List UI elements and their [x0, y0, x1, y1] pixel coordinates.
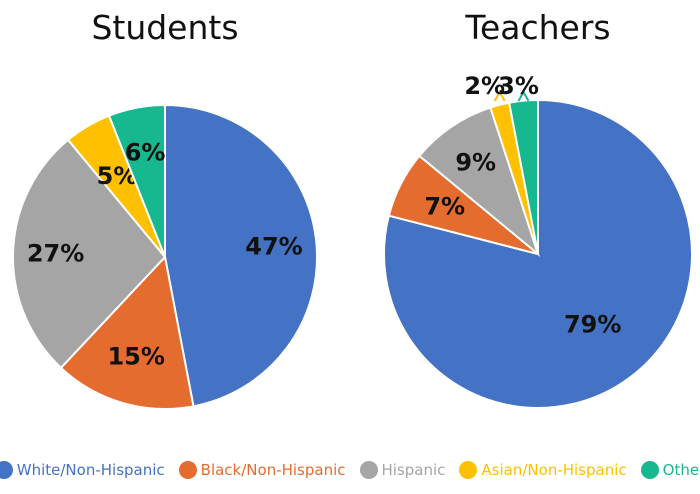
- students-slice-hispanic[interactable]: [12, 138, 167, 370]
- legend: White/Non-Hispanic Black/Non-Hispanic Hi…: [0, 459, 700, 481]
- students-label-hispanic: 27%: [27, 240, 84, 268]
- students-slice-other[interactable]: [107, 103, 166, 258]
- legend-item-asian[interactable]: Asian/Non-Hispanic: [459, 461, 627, 479]
- legend-item-white[interactable]: White/Non-Hispanic: [0, 461, 165, 479]
- legend-swatch-asian: [459, 461, 478, 479]
- legend-label-white: White/Non-Hispanic: [16, 461, 165, 479]
- students-pie: 47%15%27%5%6%: [12, 103, 318, 410]
- legend-label-black: Black/Non-Hispanic: [200, 461, 346, 479]
- teachers-label-hispanic: 9%: [455, 148, 496, 176]
- teachers-pie: 79% 7% 9% 2%3%: [383, 72, 693, 409]
- legend-item-other[interactable]: Other: [640, 461, 700, 479]
- teachers-callout-other: [517, 89, 530, 102]
- teachers-callout-asian: [493, 89, 506, 102]
- students-pie-title: Students: [91, 8, 238, 47]
- students-slice-white[interactable]: [164, 103, 318, 408]
- legend-swatch-other: [640, 461, 659, 479]
- students-label-other: 6%: [125, 139, 166, 167]
- teachers-slice-white[interactable]: [383, 98, 693, 409]
- teachers-label-asian: 2%: [464, 72, 505, 100]
- teachers-slice-hispanic[interactable]: [417, 106, 541, 257]
- legend-item-black[interactable]: Black/Non-Hispanic: [178, 461, 346, 479]
- teachers-label-white: 79%: [564, 311, 621, 339]
- legend-label-other: Other: [662, 461, 700, 479]
- students-slice-black[interactable]: [59, 254, 195, 410]
- teachers-label-other: 3%: [498, 72, 539, 100]
- legend-swatch-black: [178, 461, 197, 479]
- legend-swatch-hispanic: [359, 461, 378, 479]
- legend-item-hispanic[interactable]: Hispanic: [359, 461, 446, 479]
- teachers-label-black: 7%: [424, 193, 465, 221]
- legend-swatch-white: [0, 461, 13, 479]
- students-label-white: 47%: [245, 233, 302, 261]
- students-label-black: 15%: [107, 342, 164, 370]
- legend-label-hispanic: Hispanic: [381, 461, 446, 479]
- legend-label-asian: Asian/Non-Hispanic: [481, 461, 627, 479]
- teachers-pie-title: Teachers: [464, 8, 610, 47]
- teachers-slice-other[interactable]: [507, 98, 539, 255]
